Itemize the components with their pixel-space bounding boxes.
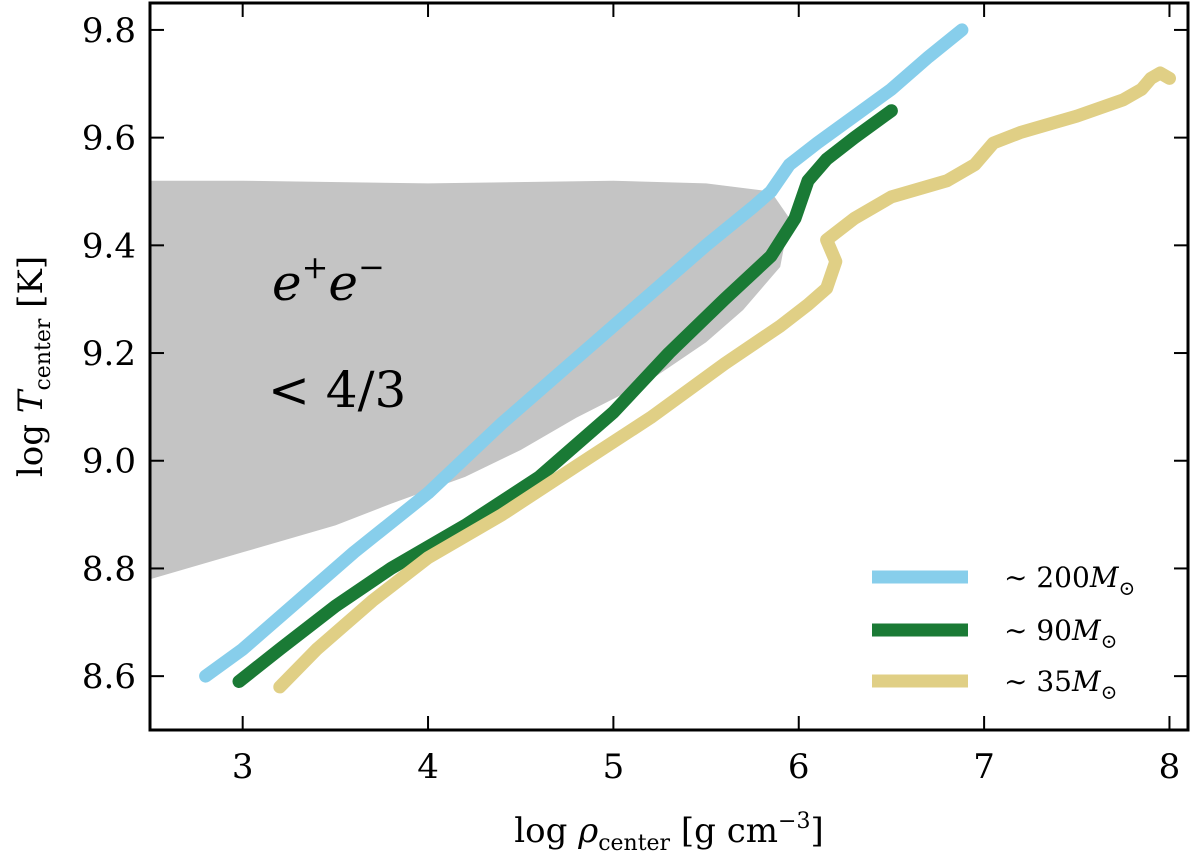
x-tick-label: 4 — [417, 747, 439, 787]
axes-layer: 3 4 5 6 7 8 8.6 8.8 9.0 9.2 9.4 9.6 9.8 log ρcenter [… — [11, 1, 1190, 856]
y-tick-label: 9.4 — [82, 226, 136, 266]
y-tick-label: 8.8 — [82, 549, 136, 589]
series-line-1 — [232, 104, 898, 688]
region-label-pairs: e+e− — [272, 248, 385, 312]
x-tick-label: 6 — [788, 747, 810, 787]
x-tick-label: 5 — [603, 747, 625, 787]
x-tick-label: 8 — [1159, 747, 1181, 787]
legend-label-2: ∼ 35M⊙ — [1004, 665, 1117, 704]
y-tick-label: 9.6 — [82, 119, 136, 159]
series-line-0 — [199, 23, 969, 683]
region-label-gamma: < 4/3 — [268, 361, 406, 419]
legend-label-0: ∼ 200M⊙ — [1004, 561, 1135, 600]
y-tick-label: 9.0 — [82, 442, 136, 482]
x-tick-label: 7 — [973, 747, 995, 787]
y-axis-label: log Tcenter [K] — [11, 256, 56, 477]
x-axis-label: log ρcenter [g cm−3] — [514, 809, 823, 856]
pair-instability-region — [150, 180, 790, 580]
series-layer — [199, 23, 1176, 694]
series-line-2 — [273, 66, 1176, 694]
annotation-layer: e+e− < 4/3 — [268, 248, 406, 419]
legend-label-1: ∼ 90M⊙ — [1004, 614, 1117, 653]
y-tick-label: 9.8 — [82, 11, 136, 51]
y-tick-label: 8.6 — [82, 657, 136, 697]
x-tick-label: 3 — [232, 747, 254, 787]
legend-layer: ∼ 200M⊙ ∼ 90M⊙ ∼ 35M⊙ — [872, 561, 1135, 704]
region-layer — [150, 180, 790, 580]
plot-frame — [148, 1, 1190, 732]
y-tick-label: 9.2 — [82, 334, 136, 374]
